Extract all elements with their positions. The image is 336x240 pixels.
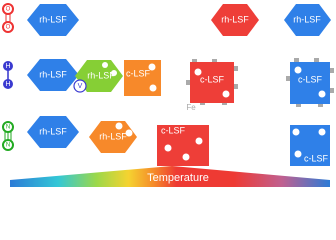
shape-label: rh-LSF: [39, 126, 67, 136]
dot: [318, 128, 326, 136]
dot: [292, 128, 300, 136]
shape-label: c-LSF: [304, 153, 329, 163]
gas-o2: O O: [2, 3, 14, 33]
shape-label: rh-LSF: [39, 14, 67, 24]
gas-symbol: O: [6, 7, 11, 13]
dot: [182, 153, 190, 161]
axis-label: Temperature: [147, 172, 209, 184]
dot: [149, 84, 157, 92]
hexagon: [27, 4, 79, 36]
dot: [148, 63, 156, 71]
shape-label: c-LSF: [126, 68, 151, 78]
dot: [115, 122, 123, 130]
temperature-bar: [10, 166, 330, 187]
gas-symbol: H: [5, 81, 10, 88]
hexagon: [211, 4, 259, 36]
dot: [125, 129, 133, 137]
dot: [222, 90, 230, 98]
dot: [294, 66, 302, 74]
vacancy: [73, 79, 87, 93]
shape-label: rh-LSF: [99, 131, 127, 141]
vacancy-label: V: [78, 83, 83, 90]
fe-particles: [286, 58, 334, 107]
dot: [294, 150, 302, 158]
shape-label: c-LSF: [298, 74, 323, 84]
gas-n2: N N: [2, 121, 14, 151]
dot: [194, 68, 202, 76]
shape-label: c-LSF: [161, 125, 186, 135]
hexagon: [284, 4, 331, 36]
gas-symbol: N: [6, 143, 10, 149]
gas-symbol: H: [5, 63, 10, 70]
dot: [195, 137, 203, 145]
shape-label: rh-LSF: [39, 69, 67, 79]
shape-label: rh-LSF: [87, 70, 115, 80]
gas-symbol: O: [6, 25, 11, 31]
iron-label: Fe: [186, 103, 196, 112]
shape-label: c-LSF: [200, 74, 225, 84]
hexagon: [89, 121, 137, 153]
dot: [164, 144, 172, 152]
gas-h2: H H: [3, 61, 13, 89]
shape-label: rh-LSF: [221, 14, 249, 24]
diagram: O O H H N N rh-LSF rh-LSF rh-LSF rh-LSF …: [2, 3, 334, 187]
dot: [318, 90, 326, 98]
gas-symbol: N: [6, 125, 10, 131]
shape-label: rh-LSF: [293, 14, 321, 24]
hexagon: [75, 60, 123, 92]
hexagon: [27, 59, 79, 91]
dot: [111, 70, 117, 76]
hexagon: [27, 116, 79, 148]
dot: [102, 62, 108, 68]
